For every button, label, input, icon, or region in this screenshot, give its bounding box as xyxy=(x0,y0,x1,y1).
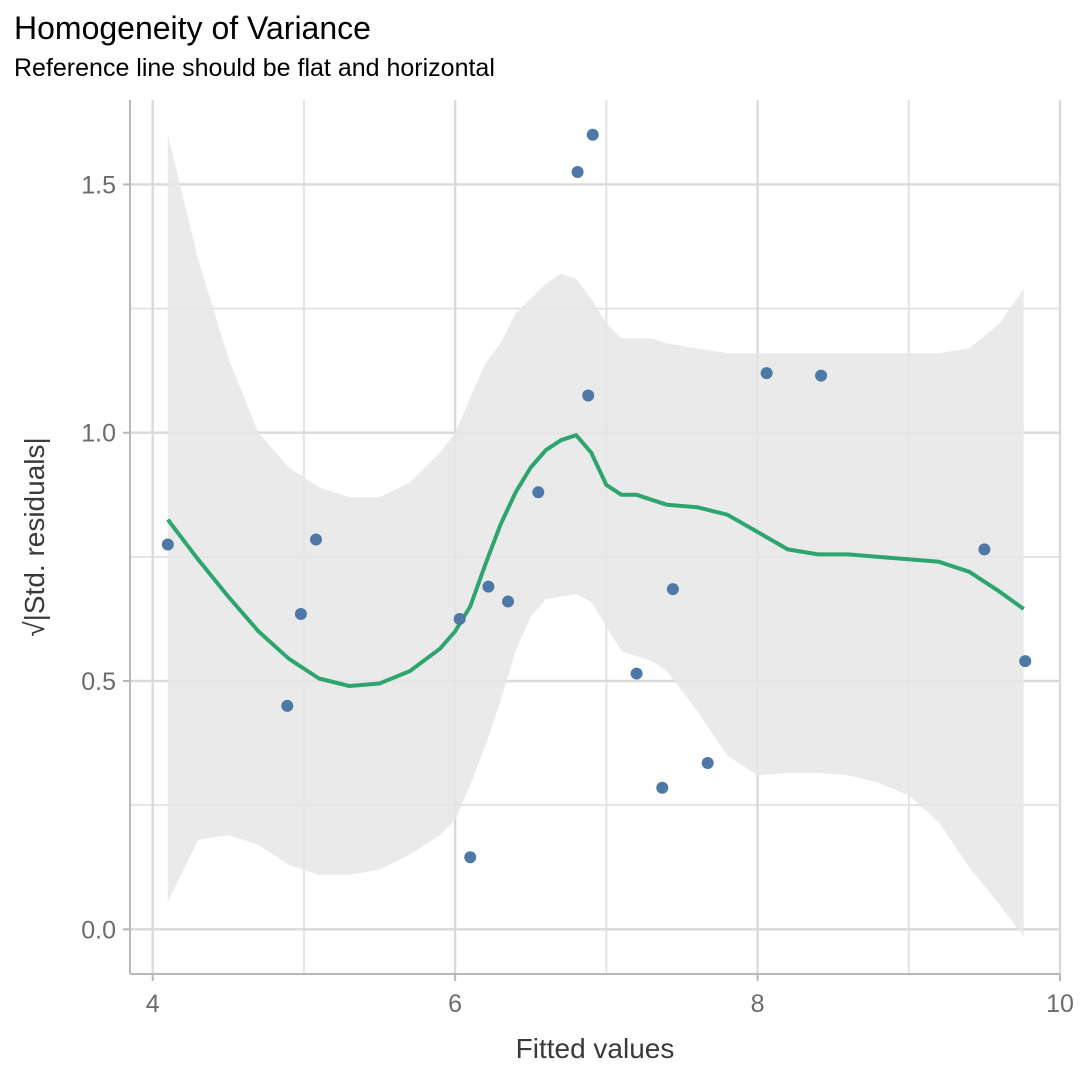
data-point xyxy=(464,851,477,864)
data-point xyxy=(1019,655,1032,668)
x-tick-label: 6 xyxy=(448,990,462,1018)
y-tick-label: 0.0 xyxy=(81,916,116,944)
scatter-points xyxy=(161,128,1032,864)
data-point xyxy=(760,367,773,380)
x-tick-label: 8 xyxy=(751,990,765,1018)
data-point xyxy=(586,128,599,141)
data-point xyxy=(453,612,466,625)
x-axis-title: Fitted values xyxy=(516,1033,675,1064)
axes xyxy=(123,100,1061,981)
data-point xyxy=(978,543,991,556)
y-tick-label: 0.5 xyxy=(81,668,116,696)
chart-title: Homogeneity of Variance xyxy=(14,10,371,46)
data-point xyxy=(482,580,495,593)
data-point xyxy=(310,533,322,546)
data-point xyxy=(281,699,294,712)
smooth-line xyxy=(166,433,1025,688)
tick-labels: 4 6 8 10 0.0 0.5 1.0 1.5 xyxy=(81,171,1074,1018)
chart-subtitle: Reference line should be flat and horizo… xyxy=(14,54,495,82)
x-tick-label: 10 xyxy=(1046,990,1074,1018)
data-point xyxy=(161,538,174,551)
data-point xyxy=(701,756,714,769)
confidence-band xyxy=(167,134,1024,937)
data-point xyxy=(532,486,545,499)
x-tick-label: 4 xyxy=(146,990,160,1018)
y-tick-label: 1.0 xyxy=(81,420,116,448)
data-point xyxy=(666,583,679,596)
data-point xyxy=(502,595,515,608)
data-point xyxy=(630,667,643,680)
data-point xyxy=(571,166,584,179)
y-axis-title: √|Std. residuals| xyxy=(19,437,50,637)
y-tick-label: 1.5 xyxy=(81,171,116,199)
data-point xyxy=(815,369,828,382)
data-point xyxy=(582,389,595,402)
data-point xyxy=(294,607,307,620)
data-point xyxy=(656,781,669,794)
